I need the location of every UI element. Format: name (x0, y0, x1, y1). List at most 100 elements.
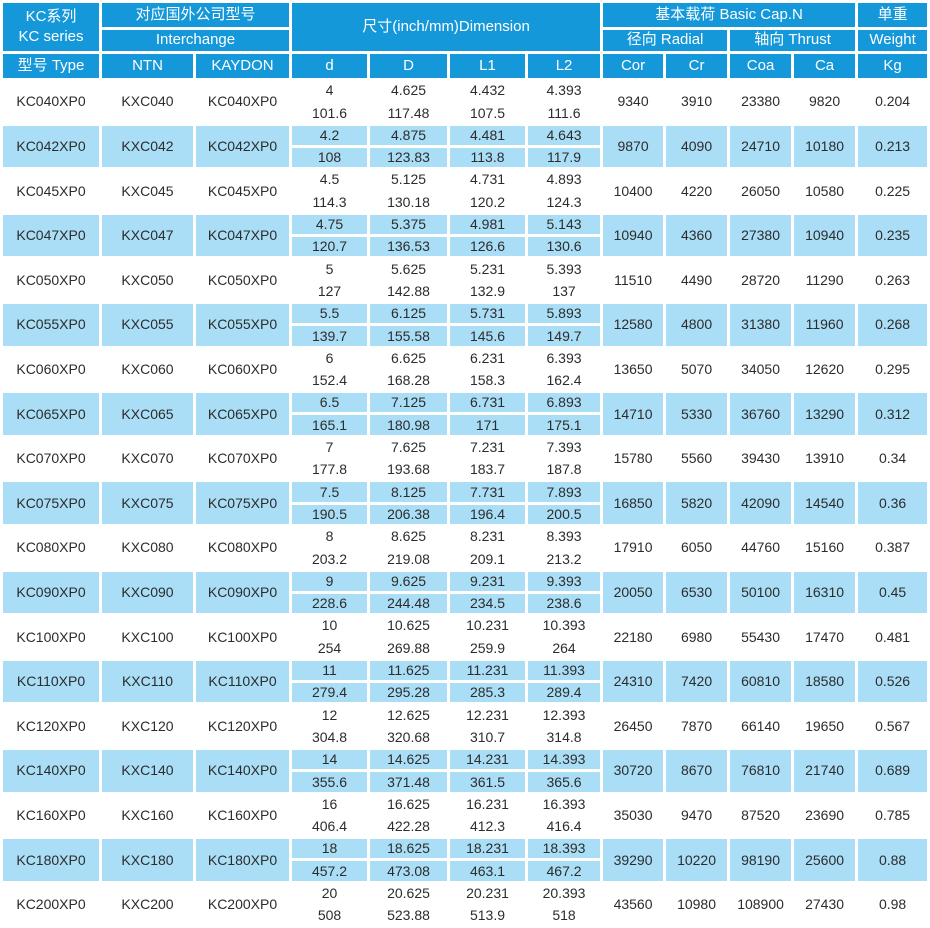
cell-L2-inch: 5.893 (528, 303, 601, 324)
cell-ca: 21740 (794, 749, 856, 792)
cell-d-inch: 12 (292, 705, 368, 725)
cell-L2-mm: 314.8 (528, 727, 601, 747)
cell-L2-inch: 16.393 (528, 794, 601, 814)
cell-kaydon: KC090XP0 (196, 571, 290, 614)
cell-kaydon: KC045XP0 (196, 170, 290, 212)
cell-D-mm: 269.88 (370, 638, 448, 658)
cell-type: KC110XP0 (3, 660, 99, 703)
cell-L1-inch: 4.981 (450, 214, 526, 235)
cell-kaydon: KC080XP0 (196, 526, 290, 569)
cell-ntn: KXC200 (102, 883, 193, 926)
cell-D-mm: 219.08 (370, 549, 448, 569)
cell-L1-inch: 4.481 (450, 125, 526, 145)
cell-d-mm: 120.7 (292, 237, 368, 257)
cell-kg: 0.263 (858, 259, 928, 301)
cell-kaydon: KC065XP0 (196, 393, 290, 435)
col-header-d: d (292, 54, 368, 78)
table-row: KC090XP0 KXC090 KC090XP0 9 9.625 9.231 9… (3, 571, 928, 614)
cell-ca: 10580 (794, 170, 856, 212)
col-header-kg: Kg (858, 54, 928, 78)
cell-d-inch: 4.5 (292, 170, 368, 190)
cell-L2-mm: 365.6 (528, 772, 601, 792)
cell-L1-inch: 8.231 (450, 526, 526, 547)
cell-L2-mm: 200.5 (528, 504, 601, 524)
cell-kg: 0.204 (858, 81, 928, 123)
cell-d-inch: 18 (292, 839, 368, 859)
cell-d-inch: 4.75 (292, 214, 368, 235)
cell-coa: 31380 (730, 303, 792, 346)
cell-L2-inch: 8.393 (528, 526, 601, 547)
cell-ca: 10180 (794, 125, 856, 168)
cell-L2-inch: 4.393 (528, 81, 601, 101)
cell-kg: 0.481 (858, 616, 928, 658)
cell-cr: 5560 (666, 437, 728, 480)
cell-D-inch: 4.875 (370, 125, 448, 145)
cell-L1-inch: 7.731 (450, 482, 526, 502)
cell-d-inch: 5 (292, 259, 368, 279)
cell-d-mm: 355.6 (292, 772, 368, 792)
cell-kaydon: KC040XP0 (196, 81, 290, 123)
cell-L2-mm: 518 (528, 905, 601, 926)
table-row: KC065XP0 KXC065 KC065XP0 6.5 7.125 6.731… (3, 393, 928, 435)
cell-cr: 10980 (666, 883, 728, 926)
cell-L1-mm: 126.6 (450, 237, 526, 257)
cell-L2-inch: 11.393 (528, 660, 601, 681)
cell-ca: 25600 (794, 839, 856, 881)
cell-d-inch: 9 (292, 571, 368, 591)
cell-L1-inch: 12.231 (450, 705, 526, 725)
cell-D-mm: 168.28 (370, 370, 448, 391)
cell-L1-mm: 145.6 (450, 326, 526, 346)
cell-type: KC180XP0 (3, 839, 99, 881)
table-row: KC070XP0 KXC070 KC070XP0 7 7.625 7.231 7… (3, 437, 928, 480)
col-header-L1: L1 (450, 54, 526, 78)
cell-D-inch: 5.625 (370, 259, 448, 279)
cell-ca: 13290 (794, 393, 856, 435)
cell-type: KC090XP0 (3, 571, 99, 614)
cell-kaydon: KC160XP0 (196, 794, 290, 837)
cell-kaydon: KC110XP0 (196, 660, 290, 703)
cell-coa: 44760 (730, 526, 792, 569)
cell-D-inch: 7.125 (370, 393, 448, 413)
cell-ntn: KXC047 (102, 214, 193, 257)
cell-D-inch: 6.125 (370, 303, 448, 324)
cell-cr: 8670 (666, 749, 728, 792)
cell-ntn: KXC120 (102, 705, 193, 747)
cell-L2-mm: 111.6 (528, 103, 601, 123)
cell-L2-mm: 175.1 (528, 415, 601, 435)
cell-kaydon: KC060XP0 (196, 348, 290, 391)
cell-L2-inch: 20.393 (528, 883, 601, 903)
cell-kg: 0.98 (858, 883, 928, 926)
header-dimension: 尺寸(inch/mm)Dimension (292, 3, 601, 51)
cell-cor: 17910 (603, 526, 664, 569)
cell-L2-mm: 467.2 (528, 861, 601, 881)
cell-kg: 0.785 (858, 794, 928, 837)
cell-d-mm: 114.3 (292, 192, 368, 212)
cell-L1-mm: 113.8 (450, 147, 526, 168)
cell-D-mm: 142.88 (370, 281, 448, 301)
cell-coa: 28720 (730, 259, 792, 301)
cell-D-inch: 9.625 (370, 571, 448, 591)
cell-coa: 50100 (730, 571, 792, 614)
cell-d-mm: 279.4 (292, 683, 368, 703)
cell-cr: 6980 (666, 616, 728, 658)
table-header: KC系列 KC series 对应国外公司型号 尺寸(inch/mm)Dimens… (3, 3, 928, 78)
cell-coa: 98190 (730, 839, 792, 881)
cell-kg: 0.34 (858, 437, 928, 480)
cell-cr: 4090 (666, 125, 728, 168)
cell-L1-mm: 285.3 (450, 683, 526, 703)
cell-coa: 26050 (730, 170, 792, 212)
cell-d-mm: 304.8 (292, 727, 368, 747)
cell-ca: 15160 (794, 526, 856, 569)
cell-D-inch: 14.625 (370, 749, 448, 770)
cell-coa: 60810 (730, 660, 792, 703)
cell-cr: 4490 (666, 259, 728, 301)
cell-D-mm: 320.68 (370, 727, 448, 747)
cell-L2-inch: 4.643 (528, 125, 601, 145)
cell-cor: 16850 (603, 482, 664, 524)
cell-kg: 0.689 (858, 749, 928, 792)
cell-L1-mm: 310.7 (450, 727, 526, 747)
cell-cor: 9340 (603, 81, 664, 123)
cell-ntn: KXC055 (102, 303, 193, 346)
cell-L2-inch: 7.393 (528, 437, 601, 458)
cell-coa: 76810 (730, 749, 792, 792)
